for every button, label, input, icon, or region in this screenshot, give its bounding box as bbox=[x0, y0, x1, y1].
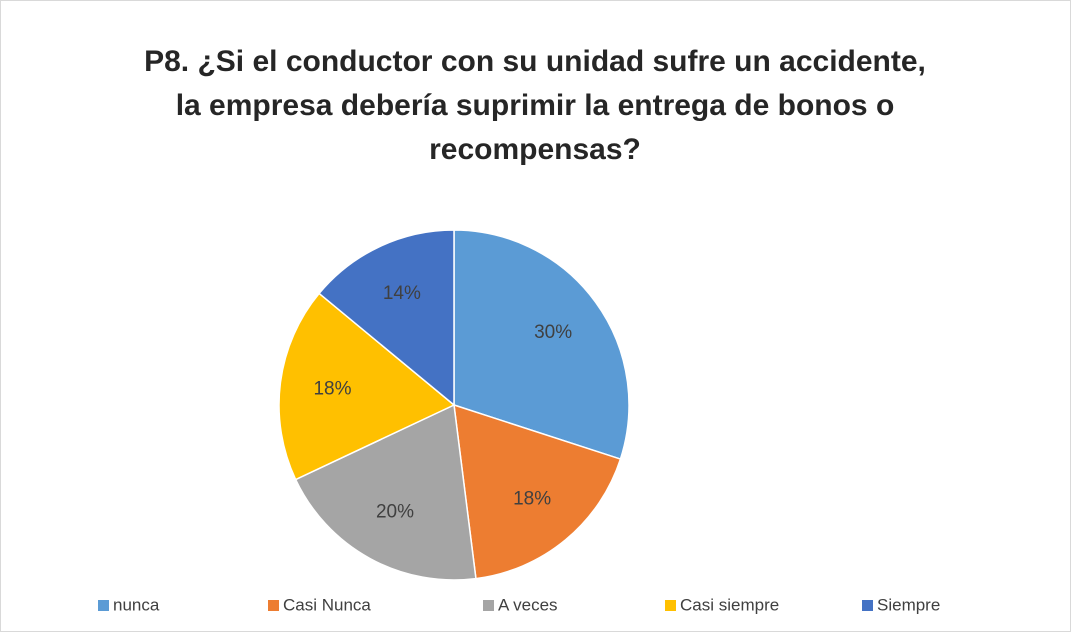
legend-swatch bbox=[98, 600, 109, 611]
legend-swatch bbox=[268, 600, 279, 611]
pie-slice bbox=[294, 403, 477, 581]
legend-label: nunca bbox=[113, 595, 160, 614]
pie-slice bbox=[453, 229, 630, 461]
legend-label: A veces bbox=[498, 595, 558, 614]
legend-label: Siempre bbox=[877, 595, 940, 614]
data-label: 20% bbox=[376, 501, 414, 522]
pie-slice bbox=[453, 403, 622, 580]
chart-title: P8. ¿Si el conductor con su unidad sufre… bbox=[144, 45, 926, 78]
data-label: 18% bbox=[313, 379, 351, 400]
legend-swatch bbox=[665, 600, 676, 611]
legend-swatch bbox=[862, 600, 873, 611]
legend-swatch bbox=[483, 600, 494, 611]
data-label: 18% bbox=[513, 488, 551, 509]
chart-title: recompensas? bbox=[429, 133, 641, 166]
data-label: 30% bbox=[534, 322, 572, 343]
pie-slice bbox=[278, 292, 456, 481]
legend-label: Casi siempre bbox=[680, 595, 779, 614]
legend-label: Casi Nunca bbox=[283, 595, 371, 614]
chart-title: la empresa debería suprimir la entrega d… bbox=[176, 89, 895, 122]
pie-slice bbox=[318, 229, 455, 407]
data-label: 14% bbox=[383, 283, 421, 304]
